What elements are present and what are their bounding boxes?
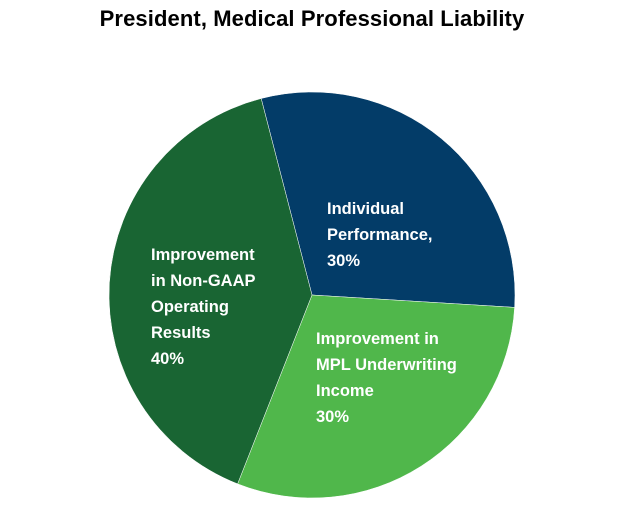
pie-slice-label-line: Individual bbox=[327, 200, 404, 218]
chart-title: President, Medical Professional Liabilit… bbox=[99, 6, 525, 31]
pie-slice-label-line: Results bbox=[151, 324, 211, 342]
pie-slice-label-line: Income bbox=[316, 382, 374, 400]
pie-slice-label-line: Operating bbox=[151, 298, 229, 316]
pie-slice-3 bbox=[108, 98, 313, 485]
pie-slice-label-line: Improvement bbox=[151, 246, 255, 264]
pie-slice-label-line: 30% bbox=[316, 408, 349, 426]
pie-slice-label-line: in Non-GAAP bbox=[151, 272, 256, 290]
pie-slice-label-line: 30% bbox=[327, 252, 360, 270]
pie-slice-label-3: Improvement in Non-GAAP Operating Results 40… bbox=[151, 246, 256, 368]
pie-slices bbox=[108, 91, 516, 499]
pie-slice-label-1: Individual Performance, 30% bbox=[327, 200, 432, 270]
pie-slice-2 bbox=[237, 294, 515, 499]
pie-slice-label-line: 40% bbox=[151, 350, 184, 368]
pie-slice-label-line: Improvement in bbox=[316, 330, 439, 348]
pie-slice-1 bbox=[260, 91, 516, 308]
pie-slice-label-2: Improvement in MPL Underwriting Income 30% bbox=[316, 330, 457, 426]
pie-slice-label-line: MPL Underwriting bbox=[316, 356, 457, 374]
pie-slice-label-line: Performance, bbox=[327, 226, 432, 244]
pie-labels: Individual Performance, 30% Improvement in M… bbox=[151, 200, 457, 426]
